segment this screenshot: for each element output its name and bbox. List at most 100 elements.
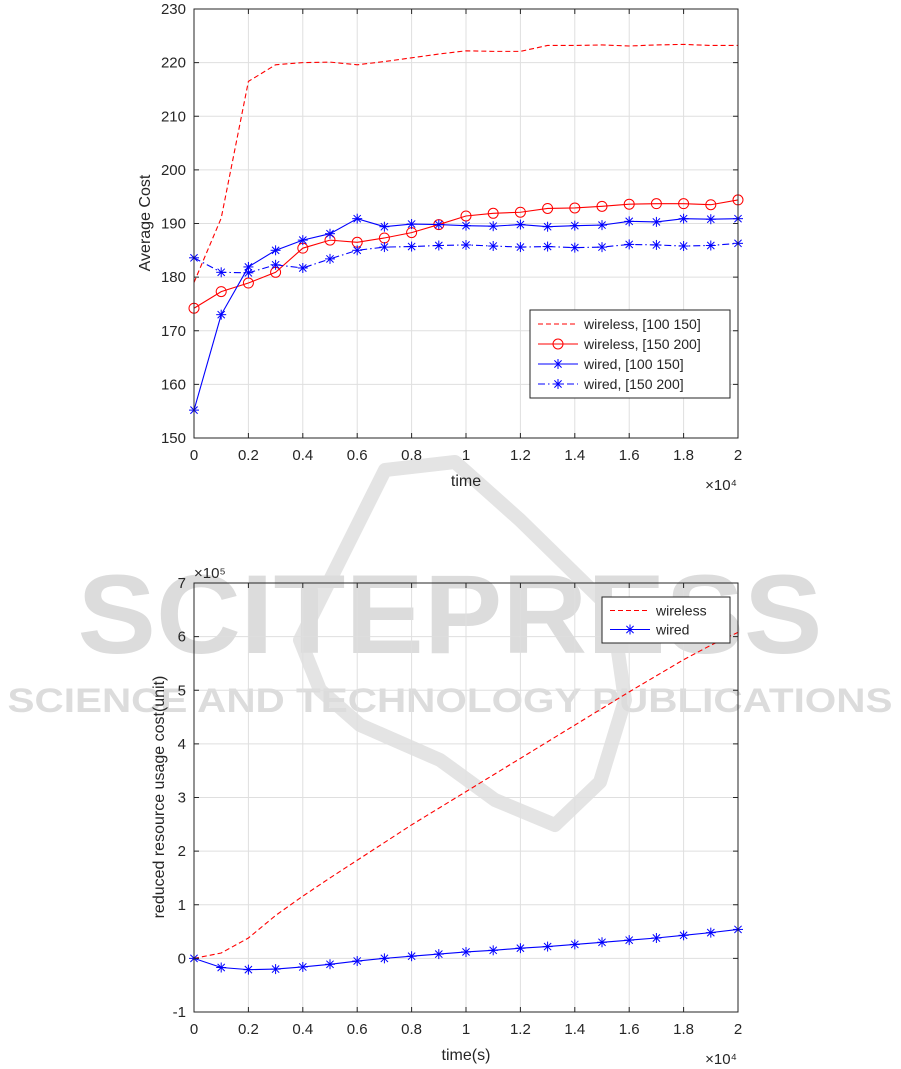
legend-item: wireless, [100 150] xyxy=(538,316,701,332)
legend-label: wired, [150 200] xyxy=(583,376,684,392)
series-3 xyxy=(189,213,743,416)
data-point xyxy=(597,937,607,948)
data-point xyxy=(487,207,499,219)
x-tick-label: 0 xyxy=(190,447,198,464)
data-point xyxy=(651,932,662,943)
y-tick-label: 220 xyxy=(161,55,186,72)
x-tick-label: 0.6 xyxy=(347,1021,368,1038)
y-exponent-label: ×10⁵ xyxy=(194,565,226,582)
data-point xyxy=(297,961,308,972)
y-tick-label: 170 xyxy=(161,323,186,340)
data-point xyxy=(624,935,635,946)
y-tick-label: 4 xyxy=(178,736,186,753)
data-point xyxy=(515,242,526,253)
data-point xyxy=(514,206,526,218)
data-point xyxy=(461,946,471,957)
data-point xyxy=(651,216,662,227)
data-point xyxy=(352,245,363,256)
x-axis-label: time xyxy=(451,473,481,490)
data-point xyxy=(569,202,581,214)
data-point xyxy=(624,239,635,250)
y-tick-label: 6 xyxy=(178,629,186,646)
y-tick-label: 230 xyxy=(161,1,186,18)
data-point xyxy=(651,239,662,250)
x-tick-label: 0.2 xyxy=(238,447,259,464)
data-point xyxy=(542,202,554,214)
data-point xyxy=(569,220,580,231)
data-point xyxy=(623,198,635,210)
data-point xyxy=(650,198,662,210)
legend-label: wired xyxy=(655,622,689,638)
legend-label: wireless, [150 200] xyxy=(583,336,701,352)
data-point xyxy=(705,927,716,938)
data-point xyxy=(515,219,526,230)
x-tick-label: 1 xyxy=(462,447,470,464)
legend-marker xyxy=(553,379,563,389)
x-tick-label: 0.8 xyxy=(401,447,422,464)
y-tick-label: 5 xyxy=(178,682,186,699)
data-point xyxy=(569,242,580,253)
data-point xyxy=(216,309,227,320)
data-point xyxy=(488,221,499,232)
x-exponent-label: ×10⁴ xyxy=(705,1051,737,1068)
watermark: SCITEPRESS SCIENCE AND TECHNOLOGY PUBLIC… xyxy=(8,455,893,832)
y-axis-label: Average Cost xyxy=(137,174,154,271)
data-point xyxy=(705,240,716,251)
data-point xyxy=(243,964,254,975)
data-point xyxy=(379,953,390,964)
average-cost-chart: 0 0.2 0.4 0.6 0.8 1 1.2 1.4 1.6 1.8 2 150 160 170 180 1… xyxy=(137,1,744,494)
legend-item: wired, [150 200] xyxy=(538,376,684,392)
series-line xyxy=(193,43,738,283)
series-line xyxy=(193,199,739,309)
data-point xyxy=(488,945,499,956)
axes xyxy=(193,8,739,439)
data-point xyxy=(597,220,607,231)
y-tick-label: 180 xyxy=(161,269,186,286)
data-point xyxy=(325,959,335,970)
legend-marker xyxy=(625,624,635,635)
x-tick-label: 1.2 xyxy=(510,1021,531,1038)
data-point xyxy=(270,259,281,270)
legend: wireless, [100 150] wireless, [150 200] wi… xyxy=(529,309,731,399)
x-tick-label: 0.6 xyxy=(347,447,368,464)
data-point xyxy=(242,277,254,289)
x-tick-label: 2 xyxy=(734,1021,742,1038)
data-point xyxy=(542,221,553,232)
legend-label: wireless xyxy=(655,603,707,619)
data-point xyxy=(243,267,254,278)
x-tick-label: 1 xyxy=(462,1021,470,1038)
data-point xyxy=(270,964,281,975)
data-point xyxy=(325,228,335,239)
data-point xyxy=(542,241,553,252)
data-point xyxy=(297,263,308,274)
data-point xyxy=(216,962,227,973)
legend-box xyxy=(529,309,731,399)
x-tick-label: 0 xyxy=(190,1021,198,1038)
legend: wireless wired xyxy=(601,596,731,644)
data-point xyxy=(352,213,363,224)
legend-item: wireless, [150 200] xyxy=(538,336,701,352)
x-tick-label: 0.2 xyxy=(238,1021,259,1038)
data-point xyxy=(678,241,689,252)
x-tick-label: 1.4 xyxy=(564,1021,585,1038)
y-tick-label: 3 xyxy=(178,790,186,807)
series-1 xyxy=(193,43,738,283)
series-2 xyxy=(189,924,743,975)
data-point xyxy=(705,199,717,211)
data-point xyxy=(433,240,444,251)
x-tick-label: 0.4 xyxy=(292,447,313,464)
y-tick-label: 190 xyxy=(161,216,186,233)
data-point xyxy=(461,220,471,231)
x-tick-label: 0.8 xyxy=(401,1021,422,1038)
legend-marker xyxy=(553,359,563,369)
data-point xyxy=(624,216,635,227)
legend-label: wireless, [100 150] xyxy=(583,316,701,332)
data-point xyxy=(406,951,417,962)
y-tick-label: 160 xyxy=(161,376,186,393)
legend-marker xyxy=(552,338,564,350)
data-point xyxy=(433,949,444,960)
data-point xyxy=(216,267,227,278)
